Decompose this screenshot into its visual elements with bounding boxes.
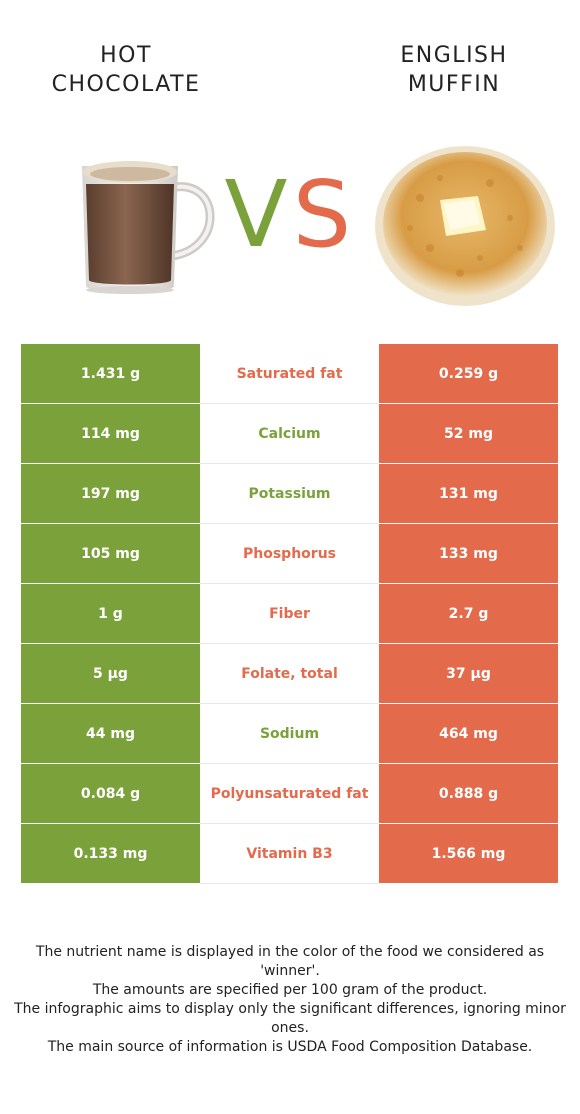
left-value: 5 µg xyxy=(21,643,200,704)
comparison-row: 5 µg Folate, total 37 µg xyxy=(21,643,558,704)
footer-notes: The nutrient name is displayed in the co… xyxy=(14,943,566,1057)
footer-note-3: The infographic aims to display only the… xyxy=(14,1001,566,1036)
comparison-row: 197 mg Potassium 131 mg xyxy=(21,463,558,524)
footer-note-4: The main source of information is USDA F… xyxy=(47,1039,533,1055)
comparison-table: 1.431 g Saturated fat 0.259 g 114 mg Calcium… xyxy=(21,344,558,884)
comparison-row: 0.084 g Polyunsaturated fat 0.888 g xyxy=(21,763,558,824)
vs-s-letter: S xyxy=(293,166,351,256)
comparison-row: 1 g Fiber 2.7 g xyxy=(21,583,558,644)
vs-v-letter: V xyxy=(225,166,288,256)
footer-note-1: The nutrient name is displayed in the co… xyxy=(35,944,545,979)
left-value: 1.431 g xyxy=(21,344,200,404)
nutrient-name: Sodium xyxy=(200,703,379,764)
right-value: 52 mg xyxy=(379,403,558,464)
vs-label: V S xyxy=(225,166,352,256)
footer-note-2: The amounts are specified per 100 gram o… xyxy=(92,982,488,998)
right-title-line-2: MUFFIN xyxy=(407,71,501,97)
comparison-row: 105 mg Phosphorus 133 mg xyxy=(21,523,558,584)
nutrient-name: Polyunsaturated fat xyxy=(200,763,379,824)
english-muffin-image xyxy=(375,146,555,306)
right-title-line-1: ENGLISH xyxy=(400,42,508,68)
right-value: 0.888 g xyxy=(379,763,558,824)
left-value: 0.084 g xyxy=(21,763,200,824)
comparison-row: 114 mg Calcium 52 mg xyxy=(21,403,558,464)
comparison-row: 0.133 mg Vitamin B3 1.566 mg xyxy=(21,823,558,884)
left-value: 105 mg xyxy=(21,523,200,584)
nutrient-name: Calcium xyxy=(200,403,379,464)
nutrient-name: Saturated fat xyxy=(200,344,379,404)
right-value: 0.259 g xyxy=(379,344,558,404)
left-value: 0.133 mg xyxy=(21,823,200,884)
nutrient-name: Folate, total xyxy=(200,643,379,704)
right-value: 131 mg xyxy=(379,463,558,524)
right-value: 1.566 mg xyxy=(379,823,558,884)
left-food-title: HOT CHOCOLATE xyxy=(26,41,226,99)
right-value: 37 µg xyxy=(379,643,558,704)
comparison-row: 1.431 g Saturated fat 0.259 g xyxy=(21,344,558,404)
nutrient-name: Phosphorus xyxy=(200,523,379,584)
nutrient-name: Fiber xyxy=(200,583,379,644)
left-value: 44 mg xyxy=(21,703,200,764)
right-value: 2.7 g xyxy=(379,583,558,644)
left-title-line-2: CHOCOLATE xyxy=(51,71,201,97)
right-value: 133 mg xyxy=(379,523,558,584)
hot-chocolate-image xyxy=(82,161,215,294)
left-value: 197 mg xyxy=(21,463,200,524)
comparison-row: 44 mg Sodium 464 mg xyxy=(21,703,558,764)
left-title-line-1: HOT xyxy=(100,42,152,68)
left-value: 1 g xyxy=(21,583,200,644)
nutrient-name: Vitamin B3 xyxy=(200,823,379,884)
nutrient-name: Potassium xyxy=(200,463,379,524)
right-food-title: ENGLISH MUFFIN xyxy=(354,41,554,99)
left-value: 114 mg xyxy=(21,403,200,464)
right-value: 464 mg xyxy=(379,703,558,764)
